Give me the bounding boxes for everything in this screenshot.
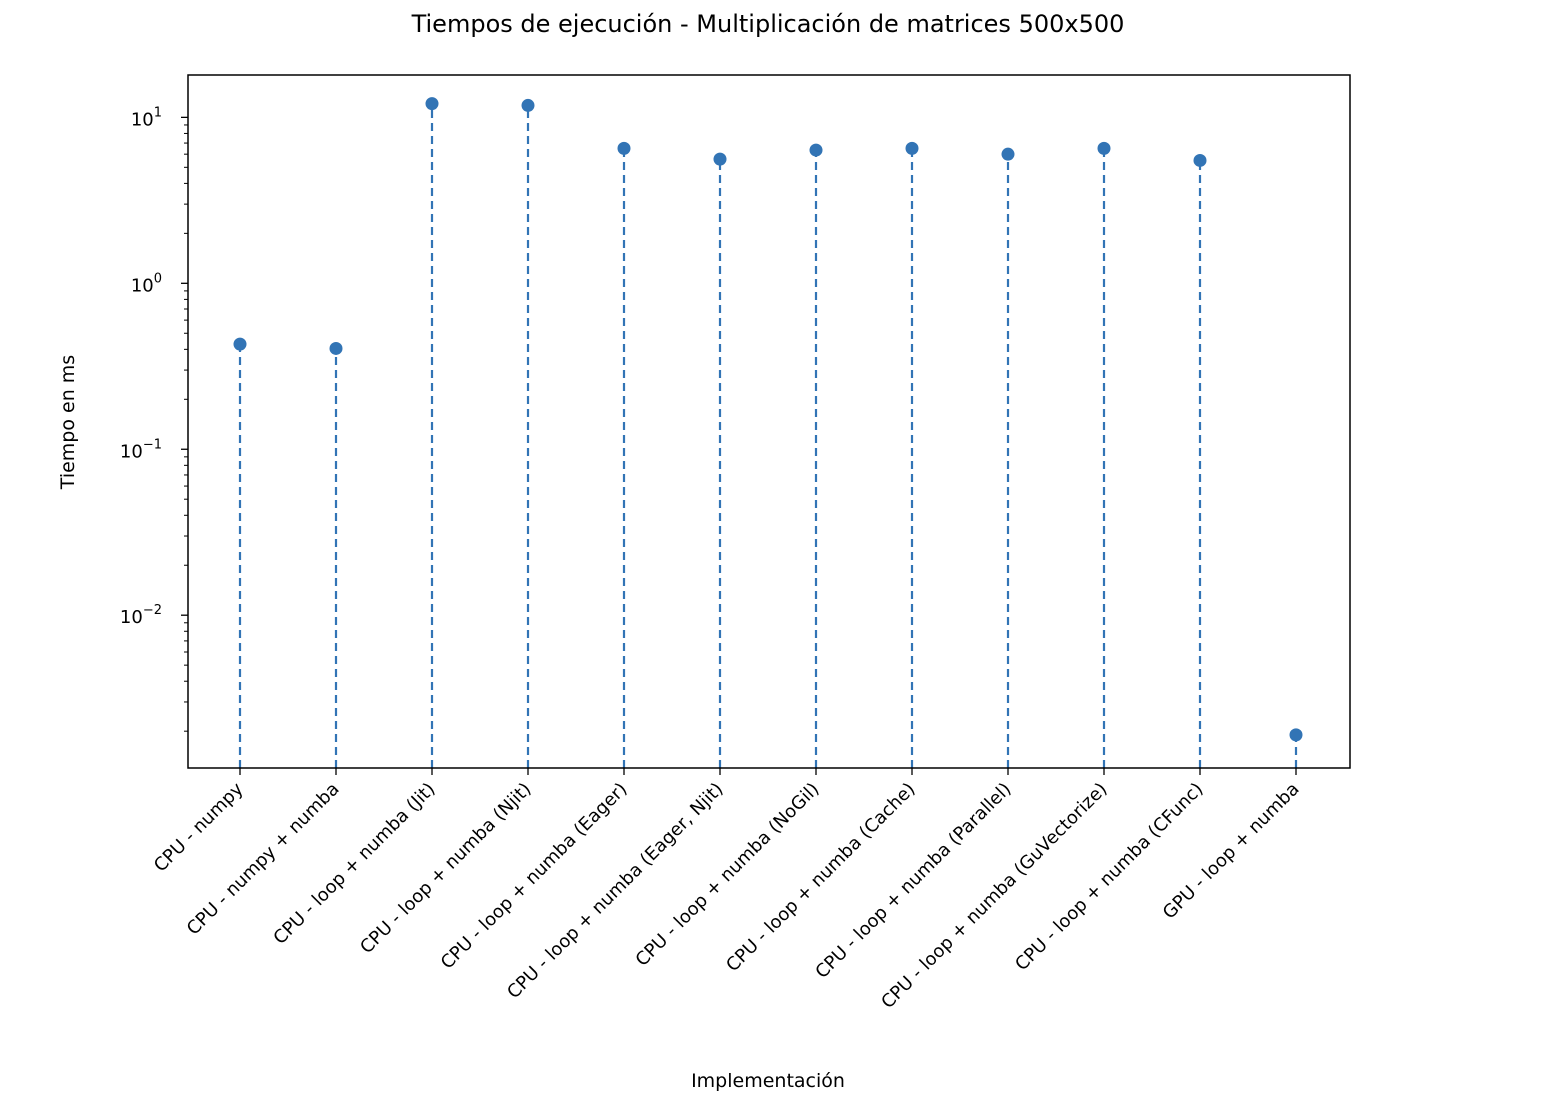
data-point [233,337,247,351]
x-tick-label: CPU - loop + numba (Parallel) [811,779,1015,983]
x-axis-label: Implementación [691,1070,845,1092]
plot-frame [187,74,1351,769]
data-point [329,341,343,355]
data-point [425,97,439,111]
y-tick-label: 10−2 [120,603,162,628]
y-tick-label: 101 [131,105,162,130]
data-point [809,143,823,157]
chart-title: Tiempos de ejecución - Multiplicación de… [411,10,1125,38]
data-point [1097,141,1111,155]
data-point [1001,147,1015,161]
y-axis-ticks: 101 100 10−1 10−2 [120,105,188,732]
data-point [521,98,535,112]
y-axis-label: Tiempo en ms [57,355,79,490]
x-tick-label: CPU - numpy + numba [183,779,344,940]
x-tick-label: CPU - loop + numba (Njit) [356,779,535,958]
data-point [617,141,631,155]
y-tick-label: 100 [131,271,162,296]
x-tick-label: CPU - loop + numba (CFunc) [1011,779,1207,975]
y-tick-label: 10−1 [120,437,162,462]
x-tick-label: CPU - loop + numba (Cache) [722,779,919,976]
x-tick-label: CPU - numpy [150,778,248,876]
data-point [905,141,919,155]
data-point [1193,153,1207,167]
x-tick-label: CPU - loop + numba (Jit) [269,779,439,949]
data-point [713,152,727,166]
data-point [1289,728,1303,742]
x-tick-label: CPU - loop + numba (Eager) [437,779,632,974]
x-tick-label: CPU - loop + numba (NoGil) [632,779,824,971]
x-tick-label: CPU - loop + numba (Eager, Njit) [503,779,727,1003]
stems-group [233,97,1303,768]
